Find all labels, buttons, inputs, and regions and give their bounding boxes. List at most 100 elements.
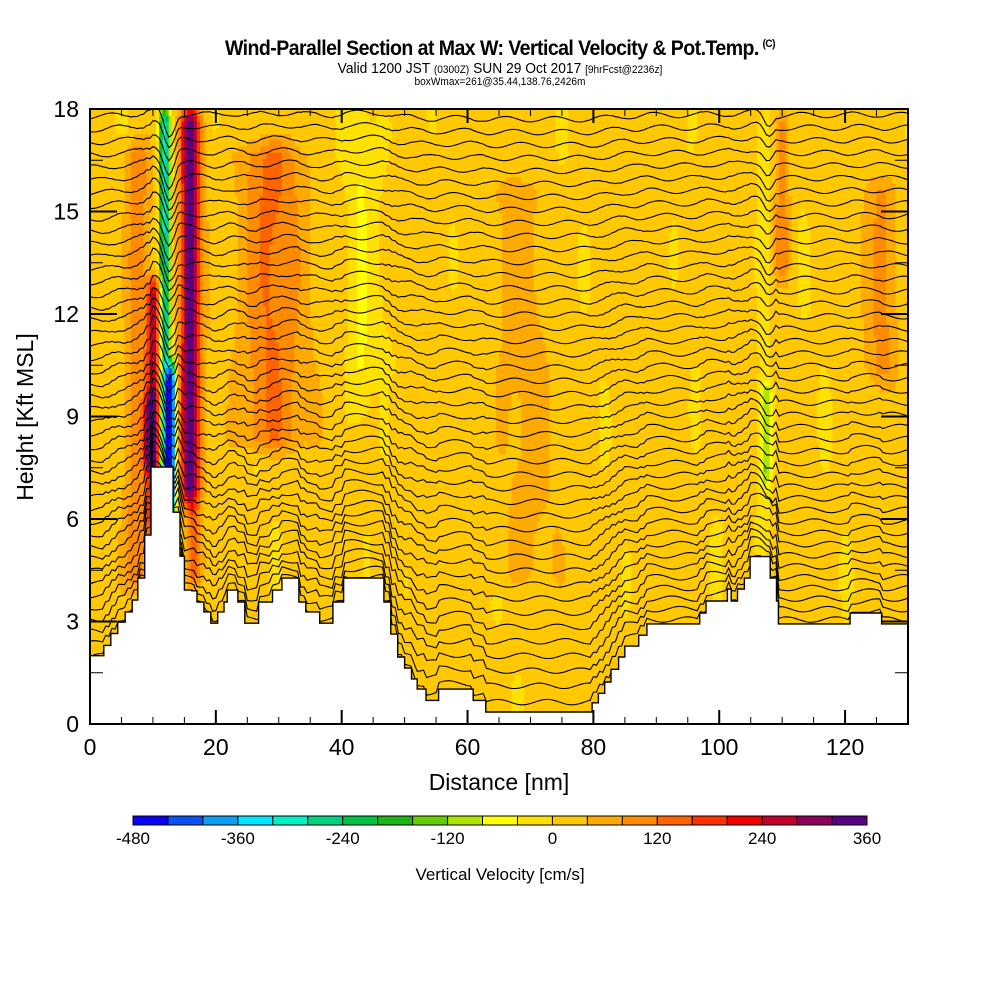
field-cell xyxy=(190,367,195,374)
field-cell xyxy=(156,262,160,270)
field-cell xyxy=(197,551,201,559)
field-cell xyxy=(134,287,138,295)
field-cell xyxy=(134,496,138,504)
field-cell xyxy=(137,256,141,264)
field-cell xyxy=(222,109,226,116)
field-cell xyxy=(197,256,201,264)
field-cell xyxy=(137,182,141,190)
field-cell xyxy=(152,232,157,239)
field-cell xyxy=(241,115,245,122)
field-cell xyxy=(209,219,214,227)
field-cell xyxy=(212,133,217,141)
field-cell xyxy=(174,262,179,270)
field-cell xyxy=(234,471,239,479)
field-cell xyxy=(234,342,239,350)
field-cell xyxy=(112,305,116,313)
field-cell xyxy=(118,367,122,374)
field-cell xyxy=(118,281,122,288)
field-cell xyxy=(187,189,192,196)
field-cell xyxy=(241,312,245,319)
field-cell xyxy=(121,465,126,473)
field-cell xyxy=(206,201,211,209)
field-cell xyxy=(130,127,135,135)
field-cell xyxy=(206,588,211,596)
field-cell xyxy=(181,502,185,510)
field-cell xyxy=(184,508,189,516)
field-cell xyxy=(115,268,119,276)
field-cell xyxy=(222,330,226,338)
field-cell xyxy=(124,514,129,522)
field-cell xyxy=(209,539,214,547)
field-cell xyxy=(99,478,104,485)
field-cell xyxy=(234,232,239,239)
field-cell xyxy=(197,564,201,571)
field-cell xyxy=(197,545,201,553)
field-cell xyxy=(90,250,94,258)
field-cell xyxy=(206,465,211,473)
field-cell xyxy=(222,293,226,301)
field-cell xyxy=(152,312,157,319)
field-cell xyxy=(237,244,242,251)
field-cell xyxy=(90,570,94,577)
field-cell xyxy=(215,219,220,227)
field-cell xyxy=(93,145,97,153)
field-cell xyxy=(168,287,173,295)
field-cell xyxy=(149,109,154,116)
field-cell xyxy=(234,299,239,307)
field-cell xyxy=(152,238,157,245)
field-cell xyxy=(231,268,236,276)
field-cell xyxy=(118,441,122,448)
field-cell xyxy=(140,293,144,301)
field-cell xyxy=(228,115,233,122)
field-cell xyxy=(228,428,233,436)
field-cell xyxy=(137,361,141,368)
field-cell xyxy=(112,416,116,424)
field-cell xyxy=(209,330,214,338)
field-cell xyxy=(237,471,242,479)
field-cell xyxy=(212,441,217,448)
field-cell xyxy=(102,182,107,190)
field-cell xyxy=(206,121,211,129)
field-cell xyxy=(105,244,110,251)
field-cell xyxy=(228,478,233,485)
field-cell xyxy=(181,281,185,288)
field-cell xyxy=(174,484,179,491)
field-cell xyxy=(197,539,201,547)
field-cell xyxy=(187,330,192,338)
field-cell xyxy=(228,195,233,202)
field-cell xyxy=(162,145,167,153)
field-cell xyxy=(140,521,144,528)
field-cell xyxy=(127,158,132,165)
field-cell xyxy=(152,115,157,122)
field-cell xyxy=(99,539,104,547)
field-cell xyxy=(130,502,135,510)
field-cell xyxy=(146,441,151,448)
field-cell xyxy=(93,133,97,141)
field-cell xyxy=(165,410,170,418)
field-cell xyxy=(118,398,122,405)
field-cell xyxy=(90,121,94,129)
field-cell xyxy=(93,342,97,350)
field-cell xyxy=(203,355,207,362)
field-cell xyxy=(99,176,104,184)
field-cell xyxy=(228,238,233,245)
field-cell xyxy=(96,564,100,571)
field-cell xyxy=(190,293,195,301)
field-cell xyxy=(96,232,100,239)
field-cell xyxy=(203,361,207,368)
field-cell xyxy=(112,385,116,393)
field-cell xyxy=(222,361,226,368)
field-cell xyxy=(231,490,236,497)
field-cell xyxy=(212,293,217,301)
field-cell xyxy=(96,576,100,584)
field-cell xyxy=(121,348,126,356)
field-cell xyxy=(200,422,204,430)
field-cell xyxy=(215,398,220,405)
field-cell xyxy=(187,428,192,436)
field-cell xyxy=(165,139,170,147)
field-cell xyxy=(108,225,113,233)
field-cell xyxy=(96,195,100,202)
field-cell xyxy=(96,219,100,227)
field-cell xyxy=(121,213,126,221)
field-cell xyxy=(228,508,233,516)
